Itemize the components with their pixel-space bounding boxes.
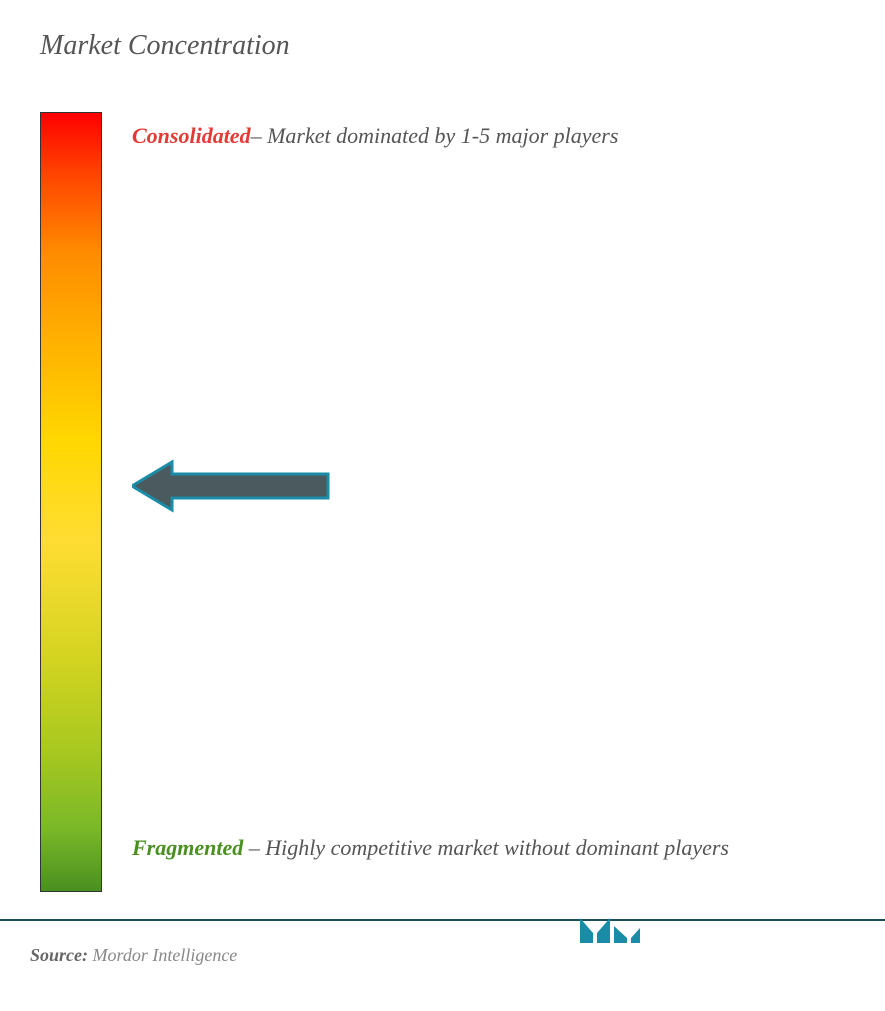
fragmented-label: Fragmented – Highly competitive market w… [132, 824, 825, 872]
consolidated-highlight: Consolidated [132, 123, 251, 148]
source-value: Mordor Intelligence [88, 945, 237, 965]
footer-line [0, 919, 885, 921]
fragmented-text: – Highly competitive market without domi… [243, 835, 729, 860]
consolidated-label: Consolidated– Market dominated by 1-5 ma… [132, 112, 825, 160]
fragmented-highlight: Fragmented [132, 835, 243, 860]
content-area: Consolidated– Market dominated by 1-5 ma… [40, 112, 845, 892]
consolidated-text: – Market dominated by 1-5 major players [251, 123, 619, 148]
chart-title: Market Concentration [40, 30, 845, 62]
arrow-icon [132, 458, 332, 514]
concentration-gradient-bar [40, 112, 102, 892]
position-arrow [132, 458, 332, 519]
source-attribution: Source: Mordor Intelligence [30, 945, 237, 966]
source-label: Source: [30, 945, 88, 965]
labels-area: Consolidated– Market dominated by 1-5 ma… [102, 112, 845, 892]
logo-icon [575, 908, 645, 953]
